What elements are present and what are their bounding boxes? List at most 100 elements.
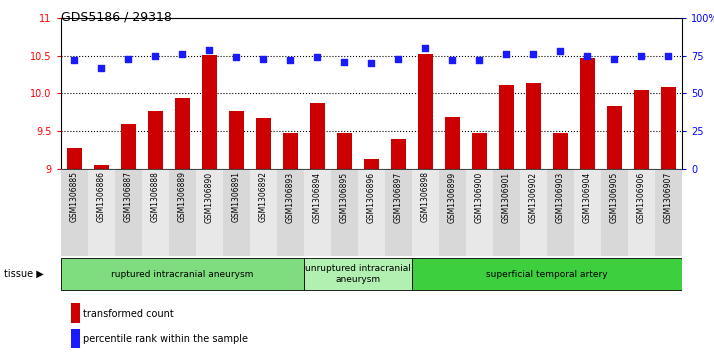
Text: superficial temporal artery: superficial temporal artery [486,270,608,278]
Bar [303,169,331,256]
Bar [94,165,109,169]
Bar [601,169,628,256]
Bar [121,123,136,169]
Text: GSM1306905: GSM1306905 [610,171,619,223]
Text: GSM1306889: GSM1306889 [178,171,187,223]
Bar [412,169,439,256]
Bar [634,90,649,169]
Bar [148,111,163,169]
Bar [412,258,682,290]
Bar [385,169,412,256]
Text: GSM1306893: GSM1306893 [286,171,295,223]
Bar [526,83,540,169]
Bar [607,106,622,169]
Text: GSM1306895: GSM1306895 [340,171,348,223]
Text: percentile rank within the sample: percentile rank within the sample [83,334,248,344]
Bar [580,58,595,169]
Point [338,59,350,65]
Bar [141,169,169,256]
Text: GSM1306904: GSM1306904 [583,171,592,223]
Text: transformed count: transformed count [83,309,174,319]
Bar [418,54,433,169]
Bar [520,169,547,256]
Bar [196,169,223,256]
Point [501,52,512,57]
Point [258,56,269,62]
Bar [277,169,303,256]
Text: GSM1306906: GSM1306906 [637,171,646,223]
Bar [628,169,655,256]
Bar [283,133,298,169]
Point [393,56,404,62]
Point [582,53,593,59]
Bar [331,169,358,256]
Bar [358,169,385,256]
Bar [175,98,190,169]
Bar [115,169,141,256]
Text: GSM1306892: GSM1306892 [258,171,268,223]
Text: unruptured intracranial
aneurysm: unruptured intracranial aneurysm [305,264,411,284]
Point [663,53,674,59]
Point [123,56,134,62]
Point [446,57,458,63]
Bar [250,169,277,256]
Point [96,65,107,71]
Text: GSM1306896: GSM1306896 [367,171,376,223]
Point [528,52,539,57]
Bar [499,85,514,169]
Text: GSM1306907: GSM1306907 [664,171,673,223]
Point [420,45,431,51]
Bar [202,55,216,169]
Point [203,47,215,53]
Bar [574,169,601,256]
Bar [88,169,115,256]
Bar [655,169,682,256]
Text: GSM1306890: GSM1306890 [205,171,213,223]
Text: GSM1306885: GSM1306885 [70,171,79,223]
Point [311,54,323,60]
Bar [337,133,352,169]
Text: GSM1306894: GSM1306894 [313,171,322,223]
Point [285,57,296,63]
Point [149,53,161,59]
Text: GSM1306899: GSM1306899 [448,171,457,223]
Text: GSM1306886: GSM1306886 [96,171,106,223]
Bar [67,148,81,169]
Text: ruptured intracranial aneurysm: ruptured intracranial aneurysm [111,270,253,278]
Bar [303,258,412,290]
Point [473,57,485,63]
Bar [439,169,466,256]
Bar [61,258,303,290]
Text: GSM1306891: GSM1306891 [232,171,241,223]
Text: GSM1306897: GSM1306897 [394,171,403,223]
Point [231,54,242,60]
Text: GDS5186 / 29318: GDS5186 / 29318 [61,11,171,24]
Bar [364,159,378,169]
Bar [391,139,406,169]
Text: GSM1306898: GSM1306898 [421,171,430,223]
Bar [472,133,487,169]
Text: GSM1306900: GSM1306900 [475,171,484,223]
Bar [228,111,243,169]
Bar [661,87,675,169]
Text: tissue ▶: tissue ▶ [4,269,44,279]
Point [176,52,188,57]
Bar [61,169,88,256]
Text: GSM1306901: GSM1306901 [502,171,511,223]
Bar [223,169,250,256]
Point [69,57,80,63]
Bar [547,169,574,256]
Bar [466,169,493,256]
Point [608,56,620,62]
Text: GSM1306902: GSM1306902 [529,171,538,223]
Bar [256,118,271,169]
Text: GSM1306903: GSM1306903 [555,171,565,223]
Text: GSM1306888: GSM1306888 [151,171,160,222]
Bar [553,132,568,169]
Text: GSM1306887: GSM1306887 [124,171,133,223]
Bar [310,102,325,169]
Bar [169,169,196,256]
Point [555,48,566,54]
Point [366,60,377,66]
Bar [493,169,520,256]
